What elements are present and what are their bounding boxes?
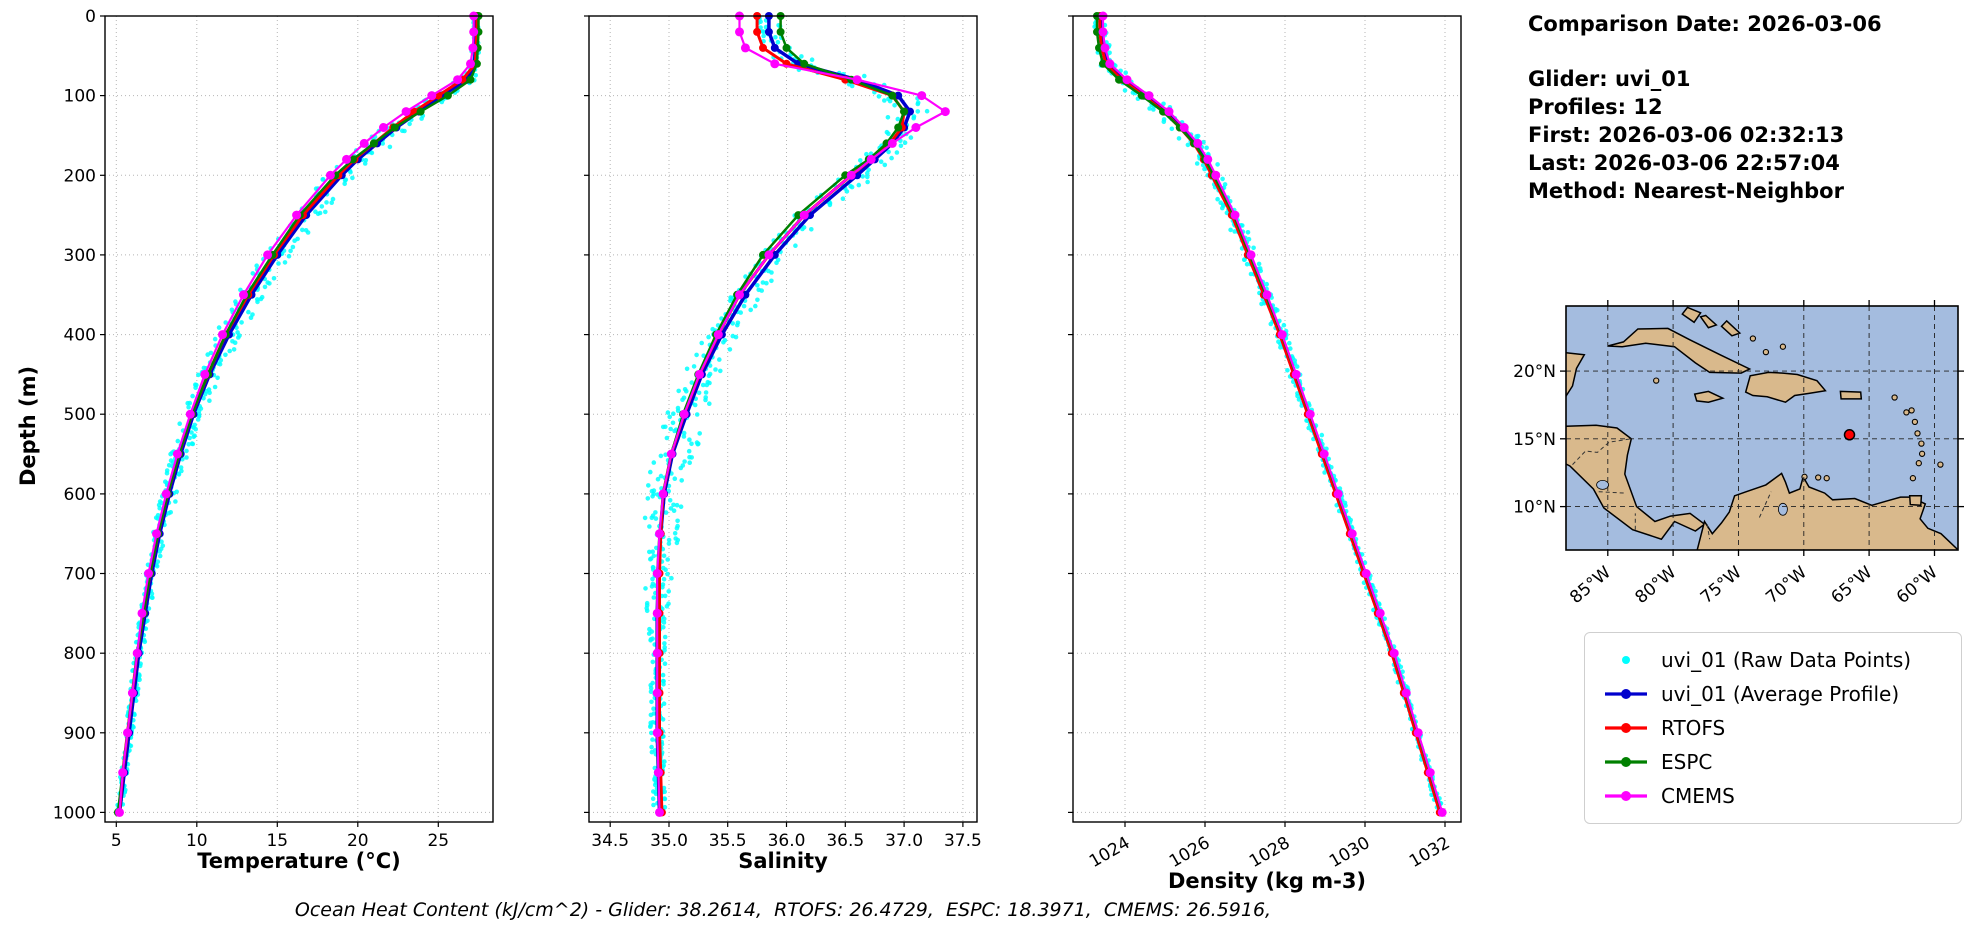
ohc-caption: Ocean Heat Content (kJ/cm^2) - Glider: 3… [294, 899, 1272, 921]
info-gap [1528, 38, 1882, 65]
density-axis-label: Density (kg m-3) [1168, 869, 1366, 893]
svg-text:34.5: 34.5 [591, 831, 629, 851]
map-lat-label: 15°N [1513, 430, 1556, 450]
svg-text:36.5: 36.5 [826, 831, 864, 851]
svg-text:15: 15 [266, 831, 288, 851]
glider-position-marker [1843, 429, 1856, 441]
profiles-text: Profiles: 12 [1528, 95, 1663, 119]
y-axis-label: Depth (m) [16, 365, 40, 486]
glider-text: Glider: uvi_01 [1528, 67, 1691, 91]
svg-text:35.0: 35.0 [650, 831, 688, 851]
temperature-plot: 5 10 15 20 25 0 100 200 300 400 500 600 700 800 900 100… [53, 7, 494, 873]
svg-text:0: 0 [85, 7, 96, 27]
svg-text:36.0: 36.0 [768, 831, 806, 851]
legend-label: uvi_01 (Raw Data Points) [1661, 648, 1912, 672]
legend-label: RTOFS [1661, 716, 1726, 740]
legend-marker-espc [1605, 757, 1647, 767]
legend-item-rtofs: RTOFS [1585, 711, 1961, 745]
comparison-date-text: Comparison Date: 2026-03-06 [1528, 12, 1882, 36]
series-uvi-01-average-profile [653, 12, 914, 817]
series-cmems [115, 11, 479, 817]
svg-text:100: 100 [64, 87, 96, 107]
legend-label: CMEMS [1661, 784, 1735, 808]
last-profile-text: Last: 2026-03-06 22:57:04 [1528, 151, 1840, 175]
svg-text:800: 800 [64, 644, 96, 664]
svg-text:20: 20 [347, 831, 369, 851]
legend-marker-rtofs [1605, 723, 1647, 733]
svg-text:600: 600 [64, 485, 96, 505]
map-lon-label: 80°W [1631, 562, 1680, 608]
svg-text:300: 300 [64, 246, 96, 266]
svg-text:1000: 1000 [53, 803, 96, 823]
series-cmems [652, 11, 950, 817]
map-inset: 20°N 15°N 10°N 85°W 80°W 75°W 70°W 65°W 60°W [1513, 300, 1964, 608]
map-lat-label: 10°N [1513, 498, 1556, 518]
legend-item-uvi-01-raw-data-points: uvi_01 (Raw Data Points) [1585, 643, 1961, 677]
svg-text:10: 10 [186, 831, 208, 851]
legend: uvi_01 (Raw Data Points) uvi_01 (Average … [1584, 632, 1962, 824]
map-lon-label: 85°W [1566, 562, 1615, 608]
svg-text:1026: 1026 [1166, 833, 1213, 872]
raw-data-points [115, 15, 482, 813]
svg-text:1030: 1030 [1326, 833, 1373, 872]
salinity-axis-label: Salinity [738, 849, 828, 873]
svg-text:400: 400 [64, 326, 96, 346]
legend-item-uvi-01-average-profile: uvi_01 (Average Profile) [1585, 677, 1961, 711]
svg-text:500: 500 [64, 405, 96, 425]
svg-text:1028: 1028 [1246, 833, 1293, 872]
svg-text:37.5: 37.5 [944, 831, 982, 851]
svg-text:900: 900 [64, 724, 96, 744]
svg-text:200: 200 [64, 166, 96, 186]
legend-marker-uvi-01-average-profile [1605, 689, 1647, 699]
svg-text:37.0: 37.0 [885, 831, 923, 851]
svg-text:25: 25 [427, 831, 449, 851]
svg-text:35.5: 35.5 [709, 831, 747, 851]
density-plot: 1024 1026 1028 1030 1032 Density (kg m-3) [1068, 11, 1462, 893]
svg-text:1024: 1024 [1086, 833, 1133, 872]
salinity-plot: 34.5 35.0 35.5 36.0 36.5 37.0 37.5 Salinity [584, 11, 982, 873]
method-text: Method: Nearest-Neighbor [1528, 179, 1844, 203]
legend-marker-uvi-01-raw-data-points [1622, 656, 1630, 664]
temperature-axis-label: Temperature (°C) [197, 849, 400, 873]
series-rtofs [115, 12, 481, 817]
legend-marker-cmems [1605, 791, 1647, 801]
series-cmems [1098, 11, 1447, 817]
first-profile-text: First: 2026-03-06 02:32:13 [1528, 123, 1845, 147]
map-area [1566, 306, 1958, 550]
map-lon-label: 65°W [1827, 562, 1876, 608]
svg-text:700: 700 [64, 565, 96, 585]
legend-label: uvi_01 (Average Profile) [1661, 682, 1900, 706]
svg-text:1032: 1032 [1406, 833, 1453, 872]
map-lon-label: 70°W [1762, 562, 1811, 608]
svg-text:5: 5 [111, 831, 122, 851]
map-lat-label: 20°N [1513, 362, 1556, 382]
info-block: Comparison Date: 2026-03-06 Glider: uvi_… [1528, 10, 1882, 205]
map-lon-label: 60°W [1893, 562, 1942, 608]
legend-label: ESPC [1661, 750, 1713, 774]
legend-item-cmems: CMEMS [1585, 779, 1961, 813]
legend-item-espc: ESPC [1585, 745, 1961, 779]
map-lon-label: 75°W [1697, 562, 1746, 608]
